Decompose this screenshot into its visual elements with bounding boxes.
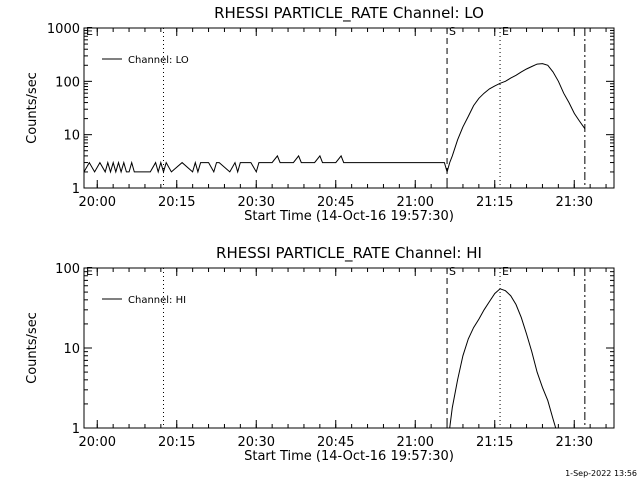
panel-lo: RHESSI PARTICLE_RATE Channel: LO 1 10 100 10… bbox=[25, 4, 615, 224]
x-tick-label: 20:30 bbox=[238, 435, 275, 450]
event-marker-label: E bbox=[86, 265, 93, 278]
x-tick-label: 21:15 bbox=[476, 435, 513, 450]
x-axis-label: Start Time (14-Oct-16 19:57:30) bbox=[244, 449, 454, 464]
x-tick-label: 21:00 bbox=[397, 195, 434, 210]
event-marker-label: E bbox=[86, 25, 93, 38]
x-tick-label: 20:45 bbox=[317, 435, 354, 450]
x-tick-label: 20:00 bbox=[79, 195, 116, 210]
event-marker-label: E bbox=[502, 25, 509, 38]
y-tick-label: 100 bbox=[55, 262, 80, 277]
y-axis-label: Counts/sec bbox=[25, 72, 40, 144]
series-line bbox=[83, 63, 586, 174]
plot-frame bbox=[83, 27, 615, 189]
x-tick-label: 20:45 bbox=[317, 195, 354, 210]
footer-timestamp: 1-Sep-2022 13:56 bbox=[565, 469, 637, 478]
series-line bbox=[449, 288, 557, 429]
x-tick-label: 20:30 bbox=[238, 195, 275, 210]
x-tick-label: 20:15 bbox=[158, 195, 195, 210]
y-tick-label: 10 bbox=[63, 129, 80, 144]
x-tick-label: 21:00 bbox=[397, 435, 434, 450]
chart-title: RHESSI PARTICLE_RATE Channel: LO bbox=[214, 4, 484, 23]
x-tick-label: 21:15 bbox=[476, 195, 513, 210]
x-tick-label: 21:30 bbox=[556, 435, 593, 450]
y-tick-label: 10 bbox=[63, 342, 80, 357]
x-axis-label: Start Time (14-Oct-16 19:57:30) bbox=[244, 209, 454, 224]
legend-label: Channel: LO bbox=[128, 55, 189, 66]
y-tick-label: 1000 bbox=[47, 22, 80, 37]
panel-hi: RHESSI PARTICLE_RATE Channel: HI 1 10 100 20… bbox=[25, 244, 615, 464]
event-marker-label: S bbox=[449, 25, 456, 38]
x-tick-label: 20:00 bbox=[79, 435, 116, 450]
x-tick-label: 20:15 bbox=[158, 435, 195, 450]
y-axis-label: Counts/sec bbox=[25, 312, 40, 384]
y-tick-label: 1 bbox=[72, 422, 80, 437]
event-marker-label: S bbox=[449, 265, 456, 278]
y-tick-label: 100 bbox=[55, 75, 80, 90]
event-marker-label: E bbox=[502, 265, 509, 278]
chart-title: RHESSI PARTICLE_RATE Channel: HI bbox=[216, 244, 482, 263]
legend-label: Channel: HI bbox=[128, 295, 186, 306]
y-tick-label: 1 bbox=[72, 182, 80, 197]
x-tick-label: 21:30 bbox=[556, 195, 593, 210]
